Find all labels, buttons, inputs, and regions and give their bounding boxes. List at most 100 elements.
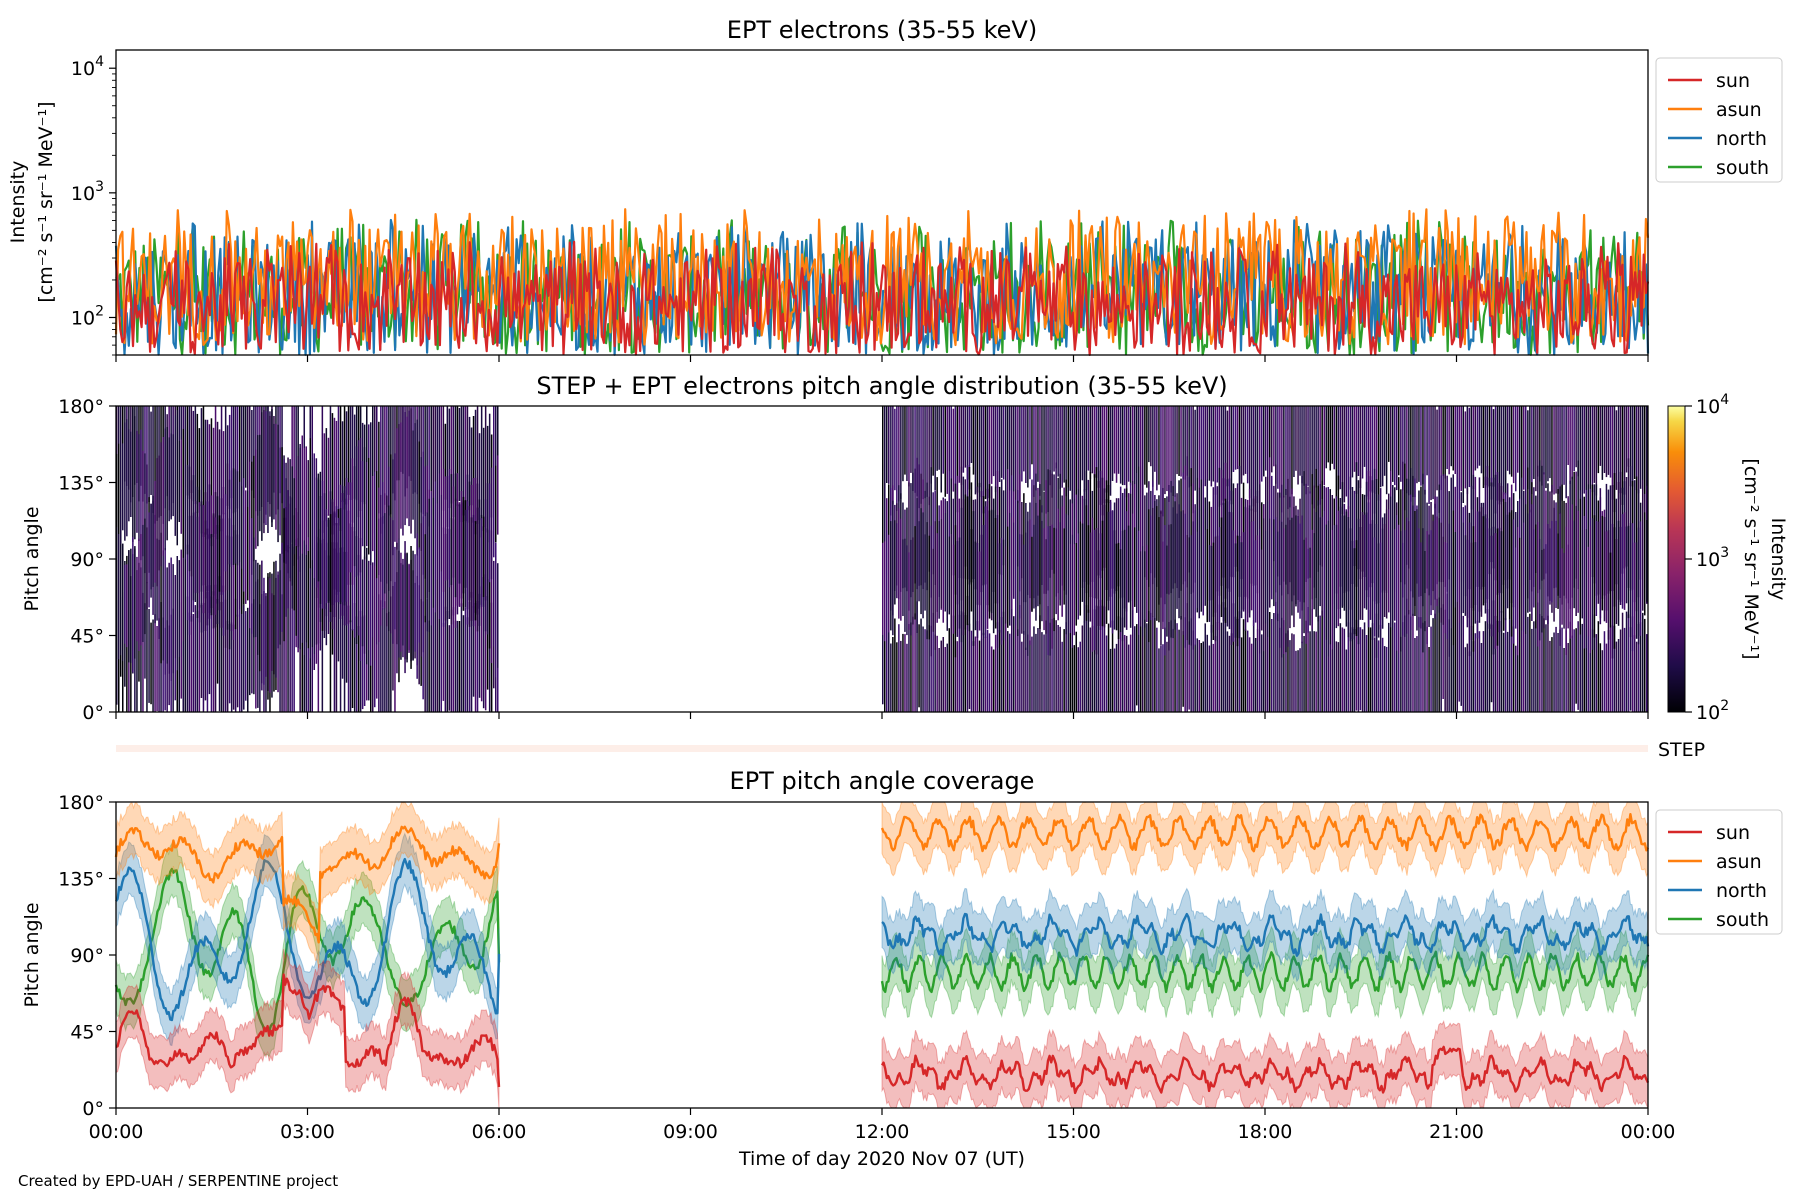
heatmap-cell <box>1390 496 1392 628</box>
heatmap-cell <box>1017 500 1019 636</box>
heatmap-cell <box>301 541 304 643</box>
heatmap-cell <box>954 525 957 658</box>
heatmap-cell <box>208 585 211 695</box>
coverage-line-south <box>880 950 1650 994</box>
heatmap-cell <box>1569 519 1571 639</box>
heatmap-cell <box>1265 622 1267 712</box>
heatmap-cell <box>1631 406 1634 487</box>
heatmap-cell <box>466 501 469 625</box>
heatmap-cell <box>1601 650 1604 712</box>
heatmap-cell <box>1279 406 1281 498</box>
heatmap-cell <box>1537 522 1539 647</box>
panel1-series <box>114 208 1650 356</box>
heatmap-cell <box>1055 406 1057 469</box>
heatmap-cell <box>1039 615 1041 712</box>
heatmap-cell <box>1416 636 1418 712</box>
heatmap-cell <box>234 406 237 513</box>
heatmap-cell <box>1071 406 1074 508</box>
heatmap-cell <box>1188 537 1190 645</box>
heatmap-cell <box>1045 480 1047 594</box>
heatmap-cell <box>281 447 283 554</box>
heatmap-cell <box>1269 518 1271 608</box>
heatmap-cell <box>1037 515 1039 607</box>
heatmap-cell <box>200 604 203 698</box>
heatmap-cell <box>1206 634 1209 712</box>
heatmap-cell <box>1188 621 1190 710</box>
heatmap-cell <box>468 416 471 511</box>
heatmap-cell <box>426 406 428 514</box>
heatmap-cell <box>1603 406 1606 473</box>
heatmap-cell <box>1490 535 1493 637</box>
heatmap-cell <box>1033 406 1035 497</box>
heatmap-cell <box>1398 406 1400 476</box>
heatmap-cell <box>1543 406 1545 475</box>
heatmap-cell <box>912 537 914 625</box>
heatmap-cell <box>329 406 332 538</box>
heatmap-cell <box>1341 627 1344 712</box>
heatmap-cell <box>482 427 485 531</box>
heatmap-cell <box>361 461 364 547</box>
heatmap-cell <box>1466 406 1469 495</box>
heatmap-cell <box>341 500 344 603</box>
heatmap-cell <box>1426 626 1428 712</box>
heatmap-cell <box>1454 603 1457 712</box>
heatmap-cell <box>1297 650 1299 712</box>
heatmap-cell <box>303 537 306 655</box>
heatmap-cell <box>1537 406 1539 477</box>
heatmap-cell <box>940 406 943 493</box>
heatmap-cell <box>1341 515 1344 606</box>
heatmap-cell <box>1593 406 1596 483</box>
heatmap-cell <box>1057 406 1059 477</box>
heatmap-cell <box>293 515 295 611</box>
heatmap-cell <box>1644 512 1646 616</box>
heatmap-cell <box>380 600 382 712</box>
heatmap-cell <box>275 560 277 678</box>
heatmap-cell <box>299 447 301 547</box>
heatmap-cell <box>1498 406 1501 505</box>
heatmap-cell <box>1259 528 1261 654</box>
heatmap-cell <box>1355 406 1358 494</box>
heatmap-cell <box>1085 505 1088 621</box>
heatmap-cell <box>1357 518 1360 645</box>
heatmap-cell <box>474 409 477 535</box>
heatmap-cell <box>944 513 947 612</box>
heatmap-cell <box>1291 406 1293 495</box>
heatmap-cell <box>442 406 445 511</box>
heatmap-cell <box>1575 406 1577 468</box>
heatmap-cell <box>428 620 430 712</box>
heatmap-cell <box>361 616 364 710</box>
heatmap-cell <box>980 534 983 640</box>
heatmap-cell <box>1637 406 1640 494</box>
heatmap-cell <box>1365 512 1368 610</box>
heatmap-cell <box>1236 406 1239 470</box>
heatmap-cell <box>176 410 179 546</box>
heatmap-cell <box>1502 498 1505 631</box>
heatmap-cell <box>253 455 255 562</box>
heatmap-cell <box>1541 465 1543 581</box>
heatmap-cell <box>1309 491 1311 578</box>
heatmap-cell <box>1055 528 1057 615</box>
heatmap-cell <box>1434 406 1436 509</box>
heatmap-cell <box>186 464 189 555</box>
heatmap-cell <box>416 533 418 666</box>
heatmap-cell <box>1033 626 1035 712</box>
heatmap-cell <box>1244 406 1247 474</box>
heatmap-cell <box>1261 549 1263 631</box>
heatmap-cell <box>1168 524 1170 651</box>
heatmap-cell <box>239 406 241 487</box>
heatmap-cell <box>152 495 154 587</box>
heatmap-cell <box>1002 611 1005 712</box>
heatmap-cell <box>1450 542 1453 629</box>
heatmap-cell <box>1349 406 1352 490</box>
heatmap-cell <box>1597 521 1600 604</box>
heatmap-cell <box>1428 647 1430 712</box>
heatmap-cell <box>327 437 330 516</box>
heatmap-cell <box>230 406 233 499</box>
heatmap-cell <box>1599 643 1602 712</box>
heatmap-cell <box>1160 406 1162 514</box>
heatmap-cell <box>470 427 473 506</box>
heatmap-cell <box>942 406 945 474</box>
heatmap-cell <box>432 497 435 608</box>
heatmap-cell <box>1232 530 1235 642</box>
heatmap-cell <box>422 451 424 575</box>
